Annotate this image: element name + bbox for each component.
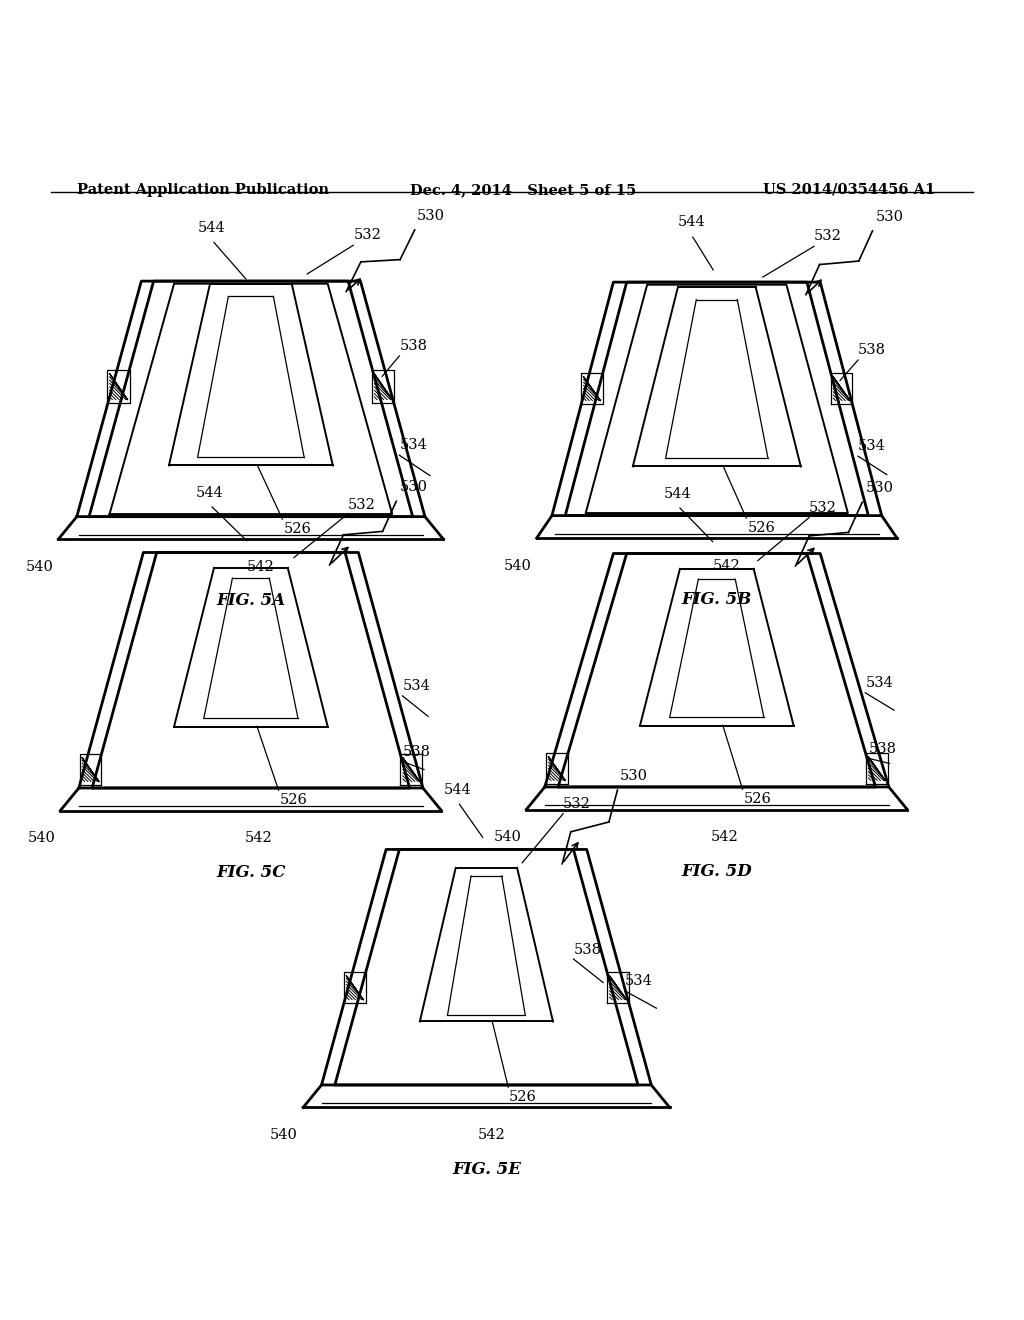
Text: 544: 544: [443, 783, 472, 797]
Text: 542: 542: [711, 830, 739, 843]
Text: 538: 538: [573, 942, 601, 957]
Text: FIG. 5D: FIG. 5D: [682, 863, 752, 879]
Text: 542: 542: [477, 1129, 506, 1142]
Text: 532: 532: [353, 228, 381, 242]
Text: 532: 532: [814, 230, 842, 243]
Text: 540: 540: [504, 558, 531, 573]
Text: 530: 530: [865, 480, 893, 495]
Text: 526: 526: [280, 793, 307, 807]
Text: 534: 534: [858, 440, 886, 453]
Text: 534: 534: [865, 676, 893, 689]
Text: 542: 542: [713, 558, 741, 573]
Text: 534: 534: [399, 438, 427, 453]
Text: 526: 526: [509, 1090, 537, 1104]
Text: FIG. 5C: FIG. 5C: [216, 863, 286, 880]
Text: 544: 544: [664, 487, 692, 500]
Text: 532: 532: [563, 796, 591, 810]
Text: 542: 542: [247, 560, 275, 574]
Text: 530: 530: [876, 210, 903, 223]
Text: 544: 544: [196, 486, 224, 500]
Text: 534: 534: [625, 974, 652, 987]
Text: 544: 544: [677, 215, 706, 230]
Text: 530: 530: [399, 480, 427, 494]
Text: FIG. 5B: FIG. 5B: [682, 591, 752, 609]
Text: 542: 542: [245, 832, 273, 845]
Text: 534: 534: [402, 678, 430, 693]
Text: 538: 538: [858, 343, 886, 356]
Text: 530: 530: [417, 209, 444, 223]
Text: 540: 540: [494, 830, 521, 843]
Text: Dec. 4, 2014   Sheet 5 of 15: Dec. 4, 2014 Sheet 5 of 15: [410, 182, 636, 197]
Text: 538: 538: [402, 746, 430, 759]
Text: 540: 540: [26, 560, 53, 574]
Text: 540: 540: [270, 1129, 298, 1142]
Text: 532: 532: [809, 500, 837, 515]
Text: 526: 526: [284, 521, 311, 536]
Text: 540: 540: [28, 832, 55, 845]
Text: 538: 538: [399, 339, 427, 352]
Text: 538: 538: [868, 742, 896, 756]
Text: Patent Application Publication: Patent Application Publication: [77, 182, 329, 197]
Text: FIG. 5E: FIG. 5E: [452, 1160, 521, 1177]
Text: 532: 532: [348, 498, 376, 512]
Text: 526: 526: [748, 520, 775, 535]
Text: 544: 544: [198, 220, 226, 235]
Text: 526: 526: [743, 792, 771, 807]
Text: US 2014/0354456 A1: US 2014/0354456 A1: [763, 182, 935, 197]
Text: 530: 530: [620, 768, 647, 783]
Text: FIG. 5A: FIG. 5A: [216, 593, 286, 610]
